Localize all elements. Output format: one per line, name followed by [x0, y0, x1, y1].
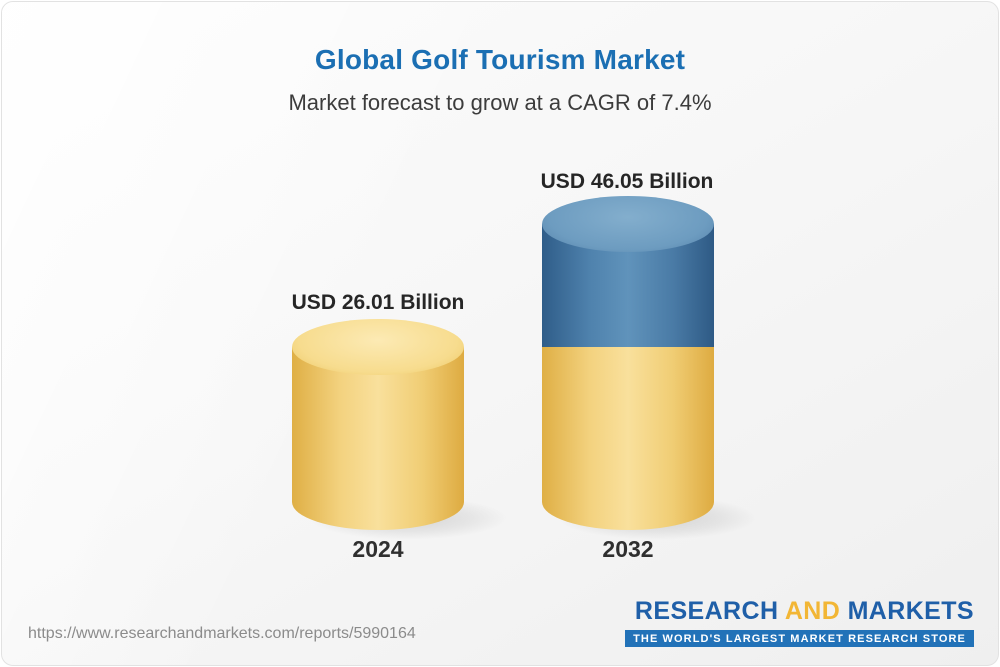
cylinder-bar-2024 [292, 319, 508, 540]
logo-wordmark: RESEARCH AND MARKETS [625, 597, 974, 626]
logo-tagline: THE WORLD'S LARGEST MARKET RESEARCH STOR… [625, 630, 974, 647]
research-and-markets-logo: RESEARCH AND MARKETS THE WORLD'S LARGEST… [625, 597, 974, 647]
logo-word-markets: MARKETS [847, 597, 974, 625]
cylinder-top-2024 [292, 319, 464, 375]
chart-subtitle: Market forecast to grow at a CAGR of 7.4… [288, 90, 712, 115]
value-label-2032: USD 46.05 Billion [540, 170, 714, 193]
category-label-2024: 2024 [352, 536, 404, 562]
value-label-2024: USD 26.01 Billion [291, 291, 465, 314]
logo-word-and: AND [784, 597, 841, 625]
category-label-2032: 2032 [602, 536, 654, 562]
chart-title: Global Golf Tourism Market [314, 44, 686, 75]
logo-word-research: RESEARCH [634, 597, 779, 625]
cylinder-bar-2032 [542, 196, 758, 540]
bar-segment-2024-base [292, 347, 464, 530]
report-url: https://www.researchandmarkets.com/repor… [28, 625, 416, 642]
cylinder-top-2032 [542, 196, 714, 252]
bar-segment-2032-base [542, 347, 714, 530]
